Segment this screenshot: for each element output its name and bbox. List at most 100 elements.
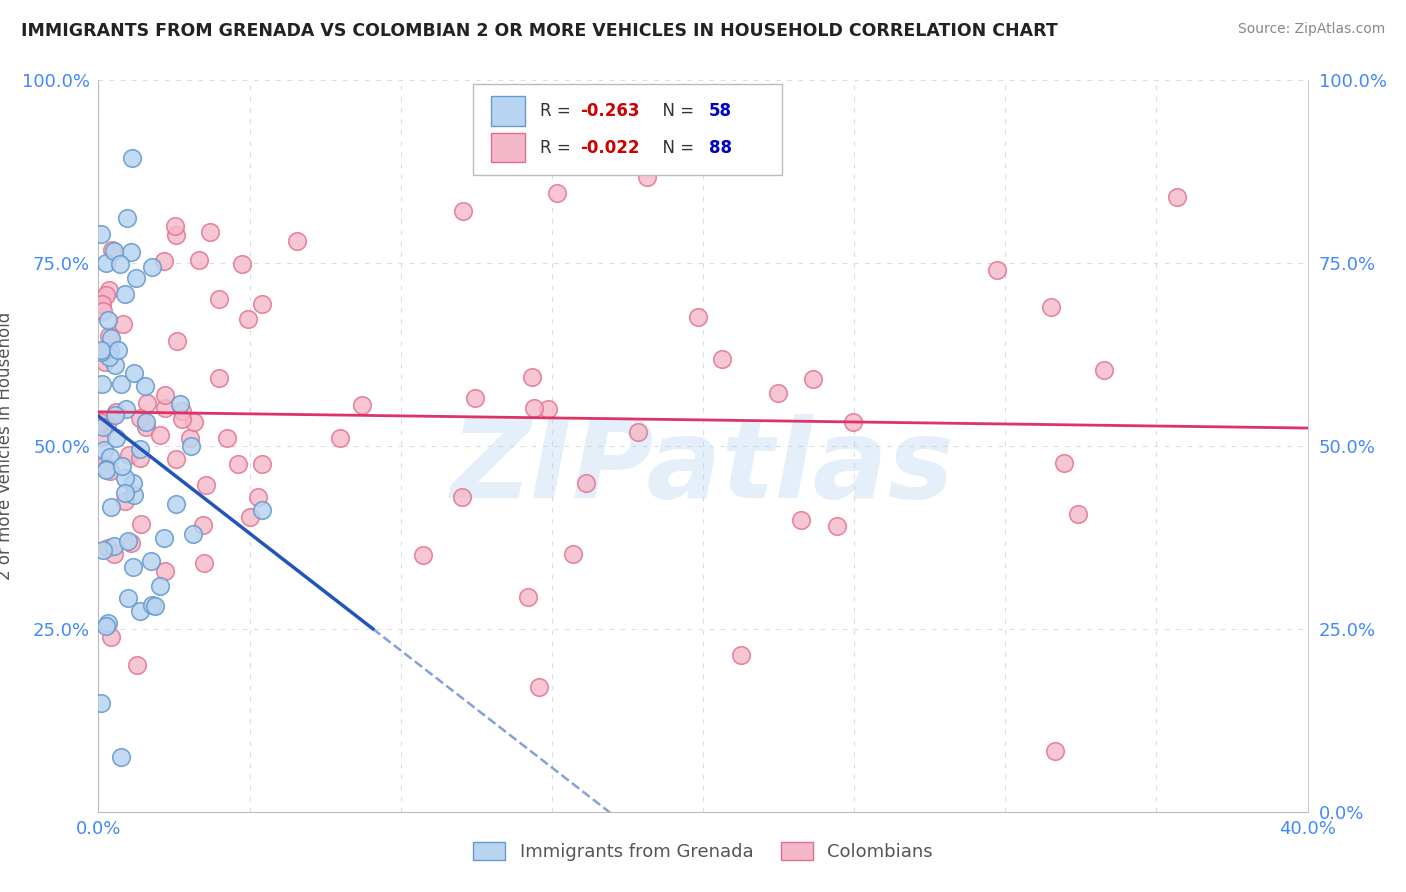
Point [97,313,120,327]
Point [97,329,120,343]
Legend: Immigrants from Grenada, Colombians: Immigrants from Grenada, Colombians [465,835,941,869]
Point [94,256,117,270]
Text: IMMIGRANTS FROM GRENADA VS COLOMBIAN 2 OR MORE VEHICLES IN HOUSEHOLD CORRELATION: IMMIGRANTS FROM GRENADA VS COLOMBIAN 2 O… [21,22,1057,40]
Point [121,560,143,574]
Point [104,358,127,372]
Point [537,401,560,416]
Point [711,352,734,367]
Bar [492,133,526,162]
Point [180,439,202,453]
Point [104,408,127,422]
Point [129,516,152,531]
Point [198,225,221,239]
Point [93,458,115,472]
Point [91,376,114,391]
Point [136,395,159,409]
Text: -0.263: -0.263 [579,102,640,120]
Point [90,297,112,311]
Point [98,283,121,297]
Point [117,211,139,225]
Point [90,415,112,429]
Point [149,427,172,442]
Point [122,488,145,502]
Point [91,304,114,318]
Point [117,591,139,606]
Point [166,334,188,348]
Point [94,619,117,633]
Point [100,500,122,515]
Point [285,234,308,248]
Point [169,396,191,410]
Point [163,219,186,233]
Point [121,475,143,490]
Point [575,475,598,490]
Point [134,379,156,393]
Point [522,401,544,416]
Point [412,548,434,562]
Point [1043,744,1066,758]
Point [153,531,176,545]
Point [98,350,121,364]
Point [105,431,128,445]
Point [90,343,112,357]
Point [149,579,172,593]
Point [1094,362,1116,376]
Point [152,253,174,268]
Point [562,547,585,561]
Bar [492,96,526,126]
Point [103,244,125,258]
Point [112,317,135,331]
Point [464,391,486,405]
Point [129,450,152,465]
Point [125,657,148,672]
Point [183,526,205,541]
Text: 58: 58 [709,102,733,120]
Text: Source: ZipAtlas.com: Source: ZipAtlas.com [1237,22,1385,37]
Point [97,541,120,555]
Point [120,244,142,259]
Point [91,543,114,558]
Point [98,450,121,464]
Point [217,431,239,445]
Text: 88: 88 [709,138,733,157]
Point [842,415,865,429]
Point [208,371,231,385]
Point [94,463,117,477]
Point [208,292,231,306]
Point [100,631,122,645]
Point [114,470,136,484]
Point [117,533,139,548]
Point [134,416,156,430]
Point [121,152,143,166]
Point [170,404,193,418]
Point [688,310,710,324]
Point [129,442,152,457]
Point [1053,457,1076,471]
Point [93,442,115,457]
Point [179,431,201,445]
Point [730,648,752,662]
Point [193,556,215,570]
Point [114,494,136,508]
Point [527,680,550,694]
Point [165,227,187,242]
Point [90,416,112,430]
Point [191,518,214,533]
Point [141,554,163,568]
Point [143,599,166,614]
Text: N =: N = [652,102,700,120]
Point [153,401,176,415]
Point [627,425,650,439]
Point [165,497,187,511]
Y-axis label: 2 or more Vehicles in Household: 2 or more Vehicles in Household [0,312,14,580]
Point [96,461,118,475]
Point [110,458,132,473]
Point [236,312,259,326]
Point [110,376,132,391]
Point [250,503,273,517]
Point [110,749,132,764]
Point [165,452,187,467]
Point [97,344,120,359]
Point [803,372,825,386]
Point [100,331,122,345]
